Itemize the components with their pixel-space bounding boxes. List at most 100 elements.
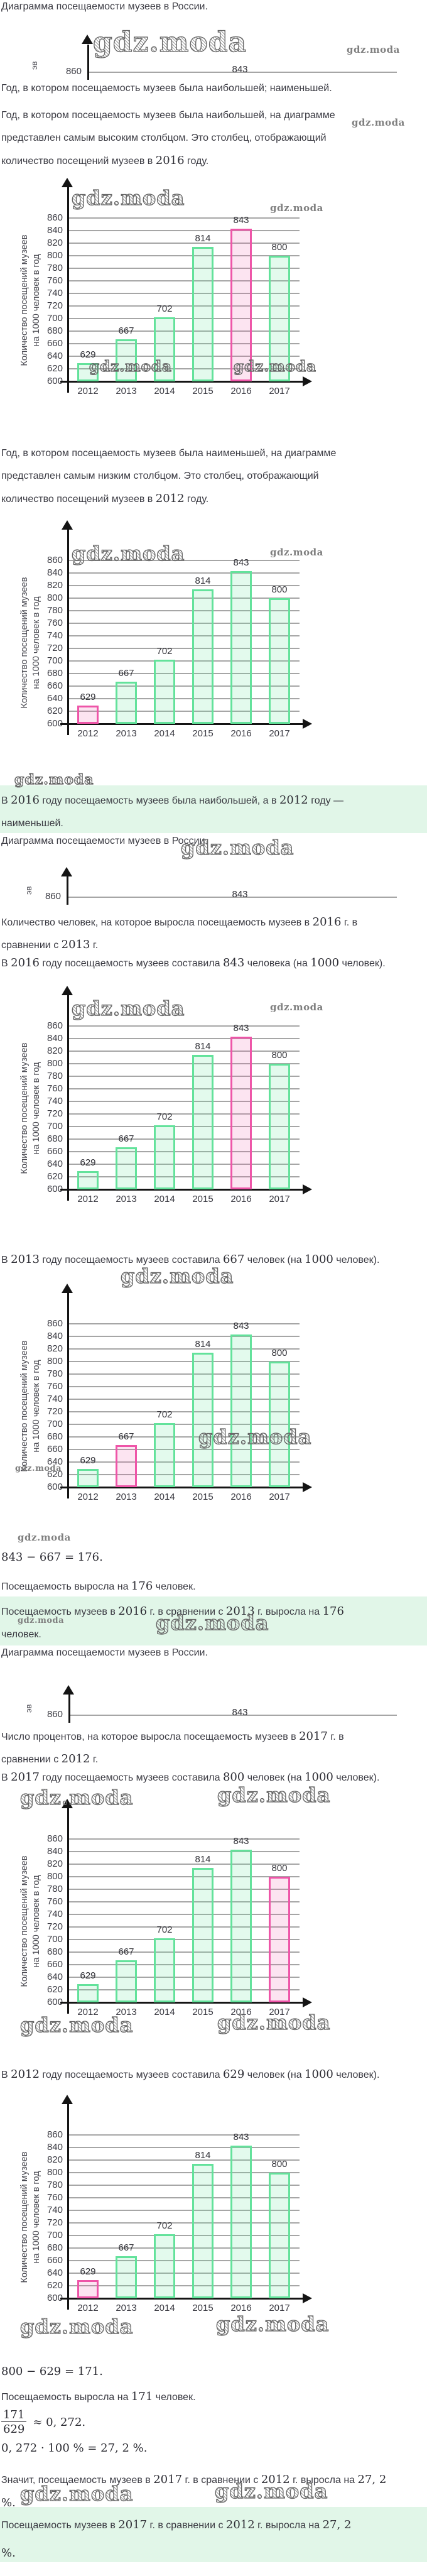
chart-gridline <box>69 1889 300 1890</box>
y-axis <box>87 45 89 80</box>
text-run: году. <box>184 156 209 166</box>
x-category-label: 2017 <box>258 2006 301 2019</box>
bar-value-label: 800 <box>271 242 288 253</box>
statement-2012: В 2012 году посещаемость музеев составил… <box>1 2068 379 2081</box>
bar-2014 <box>154 1423 175 1487</box>
bar-2017 <box>269 2173 290 2298</box>
y-axis-title: Количество посещений музеев на 1000 челов… <box>19 2136 43 2298</box>
math-number: 2013 <box>226 1605 255 1618</box>
question-growth-2016: Количество человек, на которое выросла п… <box>1 911 357 956</box>
chart-gridline <box>69 1051 300 1052</box>
bar-2015 <box>192 2164 214 2298</box>
y-tick-label: 600 <box>46 1482 63 1492</box>
y-axis-title-line: на 1000 человек в год <box>31 1360 41 1453</box>
math-number: 171 <box>131 2390 153 2403</box>
y-tick-label: 680 <box>46 1133 63 1144</box>
text-line: представлен самым низким столбцом. Это с… <box>1 465 336 488</box>
chart-gridline <box>69 623 300 624</box>
bar-value-label: 667 <box>118 1431 134 1442</box>
chart-gridline <box>69 1399 300 1400</box>
chart-gridline <box>69 217 300 219</box>
formula-percent: 0, 272 · 100 % = 27, 2 %. <box>1 2442 147 2455</box>
chart-gridline <box>69 1323 300 1324</box>
y-tick-label: 780 <box>46 1071 63 1081</box>
math-number: 2012 <box>11 2068 40 2081</box>
question-max-min: Год, в котором посещаемость музеев была … <box>1 83 332 94</box>
chart-gridline <box>69 1348 300 1350</box>
chart-gridline <box>69 610 300 611</box>
y-axis-title: Количество посещений музеев на 1000 челов… <box>19 1325 43 1487</box>
bar-value-label: 702 <box>156 1409 173 1420</box>
text-run: году — <box>308 795 344 806</box>
math-number: 2017 <box>153 2473 183 2486</box>
bar-value-label: 843 <box>233 2132 249 2142</box>
y-tick-label: 660 <box>46 1444 63 1454</box>
math-number: 2016 <box>155 154 185 167</box>
chart-gridline <box>69 1101 300 1102</box>
chart-gridline <box>69 1373 300 1375</box>
math-number: 2012 <box>61 1752 90 1766</box>
bar-2013 <box>116 1147 137 1189</box>
answer-box-max-min: В 2016 году посещаемость музеев была наи… <box>0 785 427 833</box>
bar-value-label: 667 <box>118 1946 134 1957</box>
x-category-label: 2013 <box>116 2007 137 2017</box>
math-number: 2017 <box>11 1771 40 1784</box>
chart-gridline <box>69 1424 300 1425</box>
chart-gridline <box>69 293 300 294</box>
chart-gridline <box>69 673 300 674</box>
fraction-numerator: 171 <box>3 2408 25 2421</box>
bar-value-label: 702 <box>156 646 173 657</box>
y-axis-title-line: на 1000 человек в год <box>31 1875 41 1968</box>
peak-value-label: 843 <box>232 889 248 900</box>
text-run: В <box>1 1255 11 1265</box>
y-tick-label: 780 <box>46 605 63 616</box>
bar-value-label: 667 <box>118 1133 134 1144</box>
chart-gridline <box>69 255 300 256</box>
y-tick-label: 760 <box>46 275 63 286</box>
math-number: 2013 <box>11 1253 40 1266</box>
bar-value-label: 843 <box>233 1321 249 1331</box>
text-run: Посещаемость музеев в <box>1 1607 119 1617</box>
mini-chart-3: эв 860 843 <box>0 1671 427 1729</box>
math-number: 2013 <box>61 938 90 951</box>
y-axis <box>67 876 68 905</box>
y-tick-label: 760 <box>46 1381 63 1392</box>
bar-2012 <box>77 1171 99 1189</box>
x-axis <box>60 381 303 383</box>
y-tick-label: 860 <box>46 2129 63 2140</box>
mini-chart-2: эв 860 843 <box>0 853 427 911</box>
bar-value-label: 814 <box>195 1339 211 1350</box>
chart-gridline <box>69 2273 300 2274</box>
math-number: 2017 <box>118 2518 148 2531</box>
bar-2012-highlighted <box>77 706 99 724</box>
chart-gridline <box>69 1411 300 1412</box>
y-tick-label: 860 <box>46 1833 63 1844</box>
bar-value-label: 814 <box>195 2150 211 2161</box>
x-category-label: 2013 <box>116 1194 137 1204</box>
math-number: %. <box>1 2496 16 2509</box>
y-tick-label: 680 <box>46 1946 63 1957</box>
chart-value-2012: 600 620 640 660 680 700 720 740 760 780 800 820 840 8… <box>0 2095 427 2313</box>
bar-2017 <box>269 1064 290 1189</box>
x-category-label: 2016 <box>220 2006 262 2019</box>
chart-gridline <box>69 2210 300 2211</box>
y-axis-title-line: Количество посещений музеев <box>19 1042 30 1174</box>
x-category-label: 2016 <box>230 728 252 739</box>
x-axis-arrow-icon <box>303 2293 312 2303</box>
chart-gridline <box>69 356 300 357</box>
bar-2017-highlighted <box>269 1877 290 2002</box>
bar-value-label: 629 <box>80 1455 96 1466</box>
x-category-label: 2013 <box>116 386 137 396</box>
bar-2017 <box>269 598 290 724</box>
x-category-label: 2013 <box>116 728 137 739</box>
math-number: 629 <box>222 2068 245 2081</box>
watermark: gdz.moda <box>217 1782 331 1807</box>
y-axis-arrow-icon <box>62 986 73 995</box>
y-axis-title: Количество посещений музеев на 1000 челов… <box>19 219 43 381</box>
math-number: 2016 <box>118 1605 148 1618</box>
bar-value-label: 667 <box>118 668 134 679</box>
y-tick-label: 720 <box>46 300 63 311</box>
bar-2012 <box>77 1469 99 1487</box>
y-tick-label: 600 <box>46 2293 63 2303</box>
y-tick-label: 700 <box>46 1419 63 1429</box>
